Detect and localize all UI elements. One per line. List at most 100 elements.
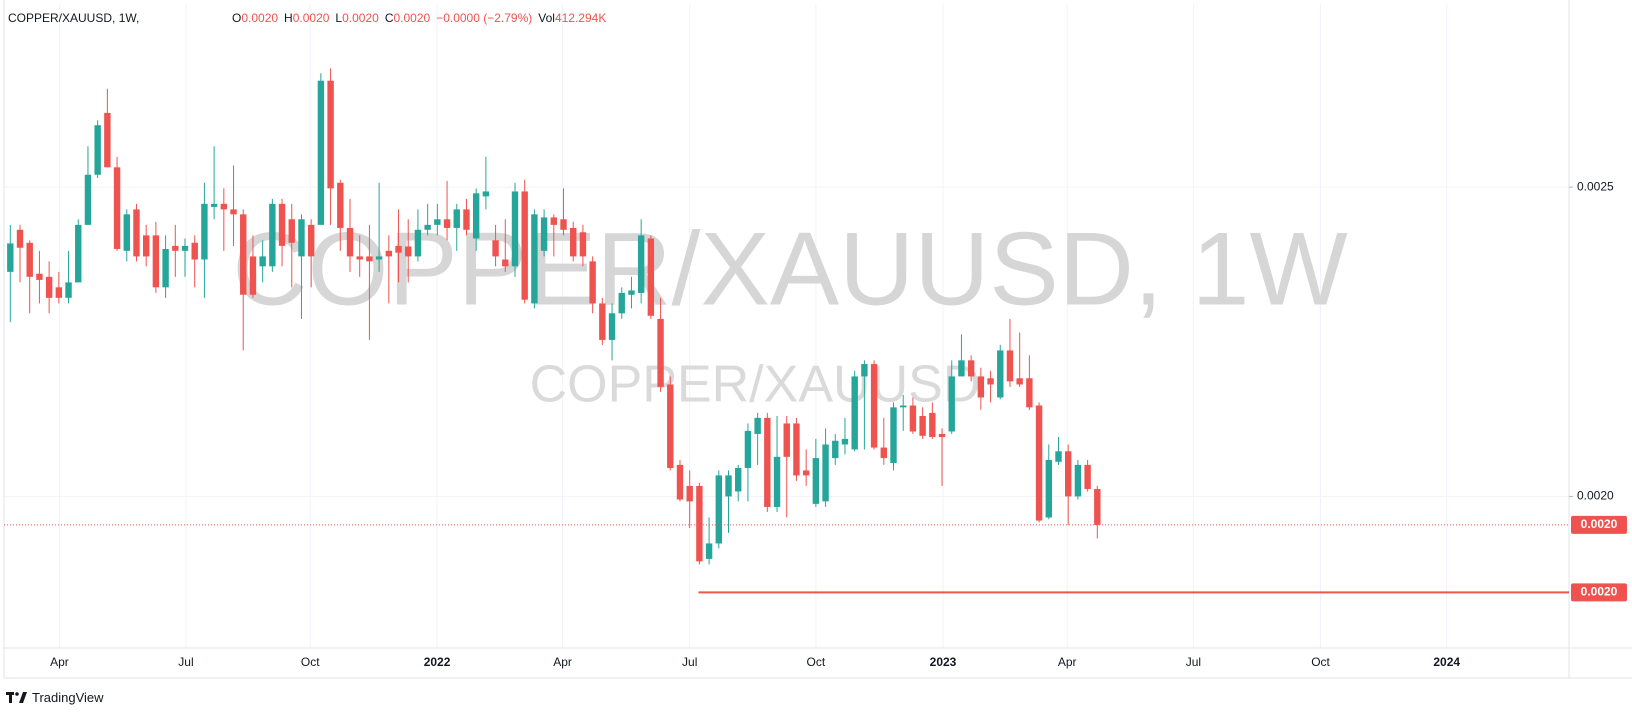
candle-body (94, 125, 101, 175)
candle-body (288, 219, 295, 243)
candle-body (841, 438, 849, 445)
candle-body (191, 242, 198, 260)
watermark-sub: COPPER/XAUUSD (530, 356, 981, 414)
candle-body (744, 430, 752, 468)
candle-body (1035, 405, 1043, 521)
candle-body (647, 238, 655, 316)
candle-body (987, 378, 994, 385)
candle-body (570, 227, 577, 257)
price-label: 0.0020 (1581, 584, 1618, 598)
x-tick-label: Oct (1311, 655, 1330, 669)
candle-body (977, 376, 985, 398)
candle-body (375, 256, 383, 260)
candle-body (637, 235, 645, 293)
candle-body (608, 313, 616, 340)
candle-body (754, 417, 761, 434)
candle-body (735, 467, 742, 492)
candle-body (880, 447, 887, 459)
candle-body (511, 191, 519, 267)
candle-body (307, 224, 315, 257)
candle-body (1016, 378, 1023, 385)
x-tick-label: Apr (1058, 655, 1077, 669)
candle-body (531, 214, 538, 304)
price-label: 0.0020 (1581, 517, 1618, 531)
candle-body (890, 407, 897, 464)
candle-body (715, 475, 723, 544)
candle-body (162, 248, 169, 288)
candle-body (482, 191, 490, 197)
candle-body (919, 416, 926, 436)
candle-body (152, 235, 160, 288)
candle-body (395, 245, 402, 253)
candle-body (113, 167, 121, 249)
candle-body (900, 405, 907, 408)
candle-body (793, 423, 800, 476)
candle-body (540, 217, 548, 251)
candle-body (1094, 489, 1101, 525)
candle-body (967, 360, 975, 377)
candle-body (1055, 451, 1062, 462)
candle-body (560, 219, 567, 230)
candle-body (1074, 464, 1082, 497)
candle-body (657, 318, 664, 387)
x-tick-label: Jul (178, 655, 193, 669)
candle-body (356, 256, 363, 260)
candle-body (958, 360, 965, 377)
candle-body (65, 282, 72, 298)
legend-label: H (284, 11, 293, 25)
x-tick-label: Jul (1186, 655, 1201, 669)
candle-body (298, 219, 305, 257)
x-tick-label: Oct (807, 655, 826, 669)
candle-body (686, 485, 693, 502)
candle-body (472, 193, 480, 239)
x-tick-label: Apr (50, 655, 69, 669)
candle-body (210, 203, 218, 207)
candle-body (259, 256, 266, 267)
brand: TradingView (6, 690, 104, 705)
price-label-box (1571, 583, 1627, 602)
candle-body (618, 292, 625, 314)
candle-body (832, 440, 839, 459)
candle-body (1006, 350, 1014, 382)
legend-value: 0.0020 (342, 11, 379, 25)
legend-value: 0.0020 (241, 11, 279, 25)
brand-name: TradingView (32, 690, 104, 705)
x-tick-label: 2024 (1433, 655, 1460, 669)
legend-label: L (335, 11, 343, 25)
candle-body (346, 227, 354, 257)
candle-body (337, 182, 344, 228)
candle-body (696, 485, 703, 562)
candle-body (725, 475, 732, 497)
candle-body (851, 376, 858, 450)
candle-body (628, 290, 635, 295)
candle-body (1045, 459, 1052, 518)
candle-body (1084, 464, 1091, 490)
candle-body (269, 203, 276, 267)
candle-body (230, 209, 237, 215)
candle-body (7, 243, 14, 272)
legend-label: C (384, 11, 394, 25)
candle-body (909, 405, 917, 432)
watermark: COPPER/XAUUSD, 1W (232, 211, 1347, 327)
y-tick-label: 0.0025 (1577, 179, 1614, 193)
candle-body (861, 364, 868, 377)
candle-body (1026, 378, 1033, 408)
candle-body (1065, 451, 1072, 497)
candle-body (997, 350, 1004, 398)
candle-body (764, 417, 771, 507)
candle-body (948, 376, 955, 432)
candle-body (45, 276, 53, 298)
candle-body (424, 224, 431, 230)
candle-body (929, 412, 936, 438)
candle-body (84, 174, 92, 225)
candle-body (327, 80, 334, 189)
x-tick-label: Apr (553, 655, 572, 669)
candle-body (579, 232, 587, 257)
candle-body (36, 273, 43, 280)
candle-body (201, 203, 208, 260)
candle-body (783, 423, 790, 457)
candle-body (521, 191, 528, 300)
candle-body (492, 240, 499, 257)
candle-body (812, 458, 820, 504)
